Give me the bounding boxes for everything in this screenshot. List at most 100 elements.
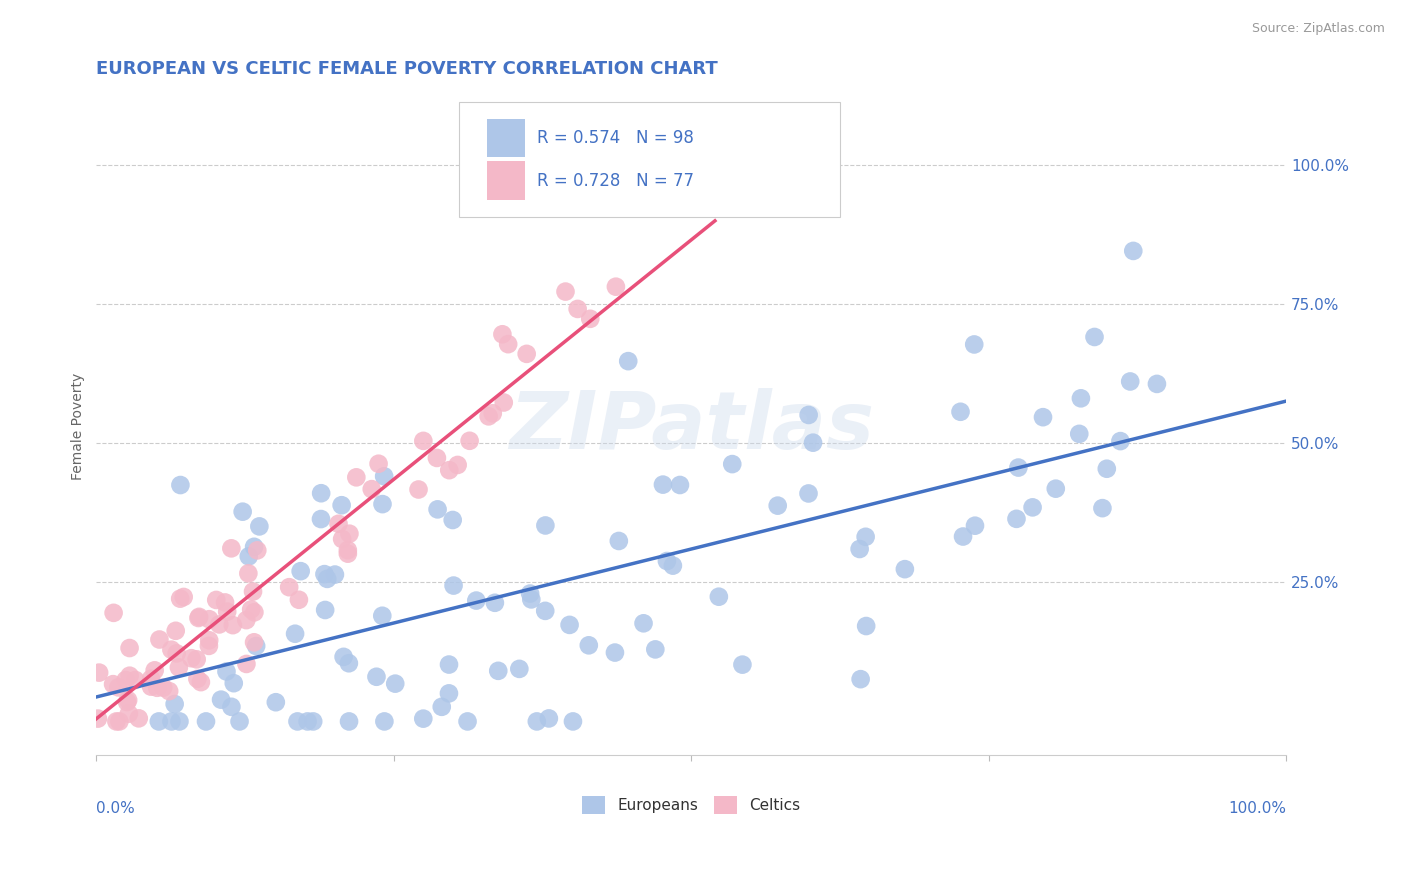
Point	[496, 337, 519, 351]
Point	[344, 470, 367, 484]
Point	[952, 529, 974, 543]
Point	[963, 518, 986, 533]
Point	[222, 676, 245, 690]
Point	[139, 680, 162, 694]
Point	[302, 714, 325, 729]
Point	[337, 657, 360, 671]
Point	[534, 604, 557, 618]
Point	[1122, 244, 1144, 258]
Point	[290, 564, 312, 578]
Point	[371, 497, 394, 511]
Point	[222, 618, 245, 632]
Point	[371, 608, 394, 623]
Point	[797, 408, 820, 422]
Point	[235, 657, 257, 671]
Text: Source: ZipAtlas.com: Source: ZipAtlas.com	[1251, 22, 1385, 36]
Point	[118, 640, 141, 655]
Point	[195, 714, 218, 729]
Point	[167, 660, 190, 674]
Point	[124, 673, 146, 687]
Point	[1007, 460, 1029, 475]
Point	[288, 592, 311, 607]
Point	[187, 611, 209, 625]
Point	[198, 633, 221, 648]
Point	[721, 457, 744, 471]
Point	[188, 610, 211, 624]
Point	[855, 530, 877, 544]
Point	[235, 613, 257, 627]
Point	[1119, 375, 1142, 389]
Point	[309, 486, 332, 500]
Point	[117, 693, 139, 707]
Point	[208, 617, 231, 632]
Point	[186, 652, 208, 666]
Point	[146, 681, 169, 695]
Point	[603, 646, 626, 660]
Point	[332, 649, 354, 664]
Point	[323, 567, 346, 582]
Point	[855, 619, 877, 633]
Point	[465, 593, 488, 607]
Point	[662, 558, 685, 573]
Point	[486, 664, 509, 678]
Point	[516, 347, 538, 361]
Point	[373, 469, 395, 483]
Point	[169, 478, 191, 492]
Point	[107, 681, 129, 695]
Point	[128, 711, 150, 725]
Point	[114, 673, 136, 687]
Point	[1109, 434, 1132, 449]
Point	[247, 519, 270, 533]
Point	[287, 714, 309, 729]
Point	[481, 406, 503, 420]
Point	[579, 311, 602, 326]
Point	[186, 672, 208, 686]
Point	[169, 591, 191, 606]
Point	[246, 543, 269, 558]
Point	[430, 699, 453, 714]
Point	[148, 714, 170, 729]
Point	[478, 409, 501, 424]
Point	[457, 714, 479, 729]
Point	[297, 714, 319, 729]
Point	[238, 566, 260, 581]
Point	[87, 712, 110, 726]
Point	[1045, 482, 1067, 496]
Point	[447, 458, 470, 472]
Point	[284, 626, 307, 640]
Point	[105, 714, 128, 729]
Point	[1021, 500, 1043, 515]
Point	[139, 672, 162, 686]
Point	[163, 697, 186, 711]
Point	[330, 532, 353, 546]
Point	[243, 605, 266, 619]
Text: 0.0%: 0.0%	[97, 801, 135, 815]
Point	[228, 714, 250, 729]
Point	[240, 602, 263, 616]
Point	[367, 457, 389, 471]
Point	[963, 337, 986, 351]
Point	[245, 639, 267, 653]
Point	[655, 554, 678, 568]
Point	[607, 533, 630, 548]
Point	[165, 624, 187, 638]
Point	[215, 665, 238, 679]
Point	[169, 714, 191, 729]
Point	[439, 463, 461, 477]
Point	[198, 612, 221, 626]
Point	[491, 327, 513, 342]
Legend: Europeans, Celtics: Europeans, Celtics	[576, 789, 806, 821]
Text: R = 0.574   N = 98: R = 0.574 N = 98	[537, 129, 693, 147]
Text: 100.0%: 100.0%	[1227, 801, 1286, 815]
Point	[526, 714, 548, 729]
Point	[198, 639, 221, 653]
Point	[108, 714, 131, 729]
Point	[1032, 410, 1054, 425]
FancyBboxPatch shape	[486, 119, 524, 157]
Point	[534, 518, 557, 533]
Point	[443, 578, 465, 592]
Text: ZIPatlas: ZIPatlas	[509, 388, 873, 466]
Point	[731, 657, 754, 672]
Point	[232, 505, 254, 519]
Point	[669, 478, 692, 492]
